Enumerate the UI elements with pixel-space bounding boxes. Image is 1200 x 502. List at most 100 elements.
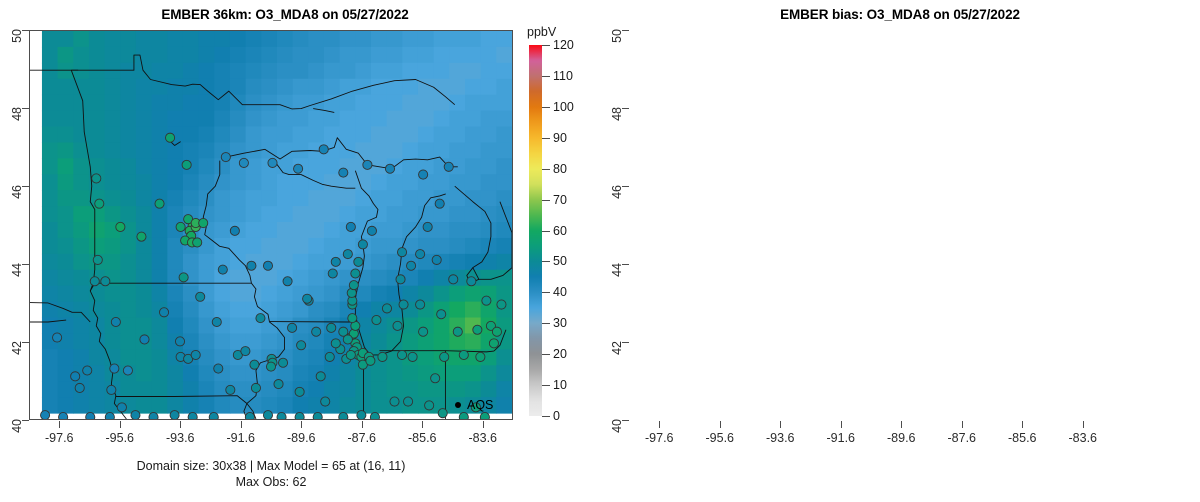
aqs-observation-marker	[381, 303, 393, 314]
raster-cell	[57, 269, 74, 287]
raster-cell	[370, 31, 388, 48]
colorbar-tick-label: 0	[553, 409, 560, 423]
raster-cell	[496, 158, 512, 175]
raster-cell	[355, 285, 372, 303]
raster-cell	[73, 253, 90, 271]
aqs-observation-marker	[491, 326, 502, 337]
y-axis-tick	[22, 108, 29, 109]
raster-cell	[496, 78, 512, 96]
raster-cell	[151, 222, 168, 239]
raster-cell	[386, 365, 403, 382]
raster-cell	[41, 206, 59, 223]
aqs-observation-marker	[311, 326, 322, 337]
raster-cell	[88, 158, 106, 175]
raster-cell	[308, 190, 325, 207]
raster-cell	[198, 365, 215, 382]
raster-cell	[292, 78, 309, 96]
raster-cell	[417, 333, 435, 350]
raster-cell	[261, 78, 278, 96]
aqs-observation-marker	[293, 163, 304, 174]
raster-cell	[245, 158, 262, 175]
raster-cell	[167, 381, 184, 398]
raster-cell	[276, 301, 294, 319]
raster-cell	[182, 397, 200, 414]
raster-cell	[480, 174, 497, 191]
raster-cell	[167, 206, 184, 223]
aqs-legend-label: AQS	[467, 398, 494, 412]
aqs-observation-marker	[397, 247, 408, 258]
raster-cell	[433, 142, 450, 159]
raster-cell	[464, 31, 482, 48]
raster-cell	[167, 174, 184, 191]
raster-cell	[229, 190, 247, 207]
colorbar-left-gradient	[529, 45, 542, 416]
x-axis-label: -89.6	[287, 431, 316, 445]
raster-cell	[167, 269, 184, 287]
raster-cell	[449, 46, 466, 64]
y-axis-tick	[22, 30, 29, 31]
colorbar-tick-mark	[542, 75, 550, 77]
raster-cell	[480, 381, 497, 398]
aqs-observation-marker	[282, 276, 293, 287]
raster-cell	[104, 333, 121, 350]
raster-cell	[496, 333, 512, 350]
aqs-observation-marker	[431, 254, 442, 265]
raster-cell	[308, 253, 325, 271]
raster-cell	[151, 62, 168, 80]
raster-cell	[135, 190, 153, 207]
raster-cell	[355, 62, 372, 80]
boundary-path	[246, 403, 257, 419]
raster-cell	[292, 206, 309, 223]
raster-cell	[135, 301, 153, 319]
y-axis-tick	[22, 264, 29, 265]
raster-cell	[245, 110, 262, 128]
raster-cell	[229, 78, 247, 96]
raster-cell	[120, 285, 137, 303]
raster-cell	[151, 349, 168, 366]
aqs-observation-marker	[345, 349, 356, 361]
raster-cell	[229, 301, 247, 319]
raster-cell	[214, 126, 231, 144]
raster-cell	[198, 237, 215, 255]
raster-cell	[104, 78, 121, 96]
raster-cell	[214, 285, 231, 303]
raster-cell	[214, 381, 231, 398]
raster-cell	[496, 110, 512, 128]
raster-cell	[480, 62, 497, 80]
aqs-observation-marker	[312, 412, 323, 419]
raster-cell	[433, 285, 450, 303]
raster-cell	[57, 174, 74, 191]
aqs-observation-marker	[136, 231, 147, 242]
raster-cell	[370, 381, 388, 398]
y-axis-tick	[22, 420, 29, 421]
y-axis-label: 44	[10, 263, 24, 277]
raster-cell	[292, 253, 309, 271]
raster-cell	[120, 206, 137, 223]
raster-cell	[496, 62, 512, 80]
aqs-observation-marker	[174, 336, 186, 347]
aqs-observation-marker	[488, 338, 499, 349]
raster-cell	[229, 285, 247, 303]
raster-cell	[151, 397, 168, 414]
raster-cell	[276, 190, 294, 207]
raster-cell	[417, 206, 435, 223]
raster-cell	[41, 397, 59, 414]
raster-cell	[151, 206, 168, 223]
aqs-observation-marker	[181, 159, 192, 170]
raster-cell	[480, 126, 497, 144]
colorbar-tick-mark	[542, 354, 550, 356]
raster-cell	[496, 46, 512, 64]
raster-cell	[370, 285, 388, 303]
colorbar-tick-label: 10	[553, 378, 567, 393]
y-axis-tick	[622, 186, 629, 187]
raster-cell	[276, 62, 294, 80]
raster-cell	[41, 94, 59, 112]
aqs-observation-marker	[220, 152, 231, 163]
raster-cell	[276, 94, 294, 112]
raster-cell	[151, 126, 168, 144]
raster-cell	[151, 237, 168, 255]
raster-cell	[214, 222, 231, 239]
raster-cell	[182, 381, 200, 398]
aqs-observation-marker	[91, 173, 102, 184]
